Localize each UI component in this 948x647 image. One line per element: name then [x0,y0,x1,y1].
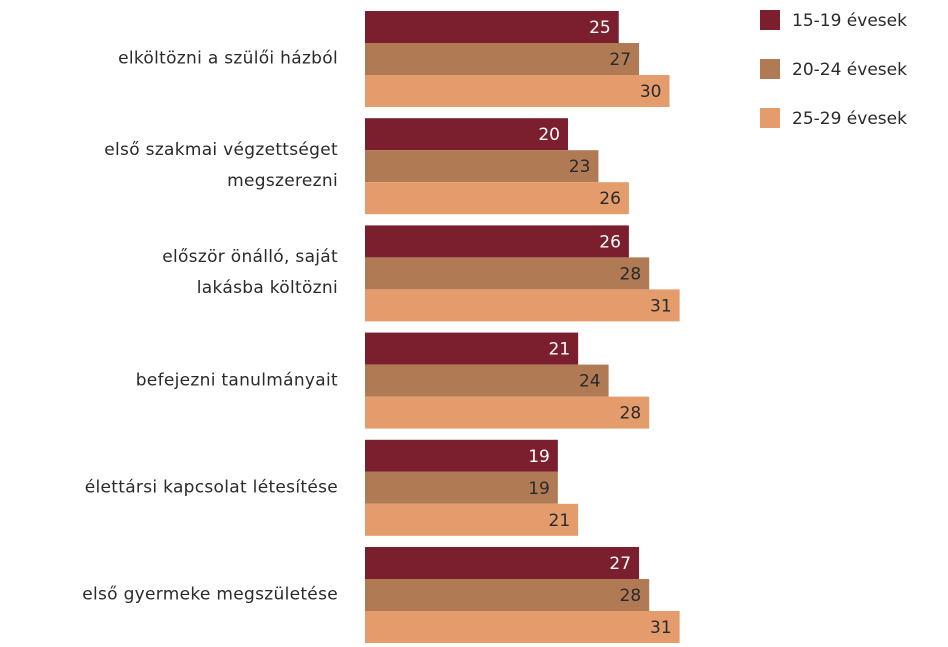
bar-value-label: 28 [620,264,642,284]
bar [365,150,599,183]
bar-value-label: 27 [609,50,631,70]
category-label: élettársi kapcsolat létesítése [84,477,338,498]
bar-value-label: 21 [549,340,571,360]
bar-value-label: 26 [599,232,621,252]
bar-value-label: 27 [609,554,631,574]
category-label: első gyermeke megszületése [82,584,338,605]
bar [365,579,650,611]
bar-value-label: 23 [569,157,591,177]
bar [365,289,680,322]
bar-value-label: 31 [650,618,672,638]
bar [365,611,680,643]
bar-value-label: 21 [549,511,571,531]
bar-value-label: 28 [620,586,642,606]
bar [365,43,640,75]
bar-value-label: 26 [599,189,621,209]
category-label: befejezni tanulmányait [135,370,338,391]
bar [365,396,650,429]
legend-swatch [760,10,780,30]
legend-label: 25-29 évesek [792,109,907,129]
legend-label: 15-19 évesek [792,11,907,31]
bar [365,364,609,397]
bar [365,547,640,579]
legend-swatch [760,108,780,128]
bar-value-label: 31 [650,296,672,316]
bar [365,439,558,472]
bar [365,332,579,365]
category-label: elköltözni a szülői házból [118,48,338,69]
bar [365,182,629,215]
category-label: első szakmai végzettséget megszerezni [104,140,338,192]
bar [365,225,629,258]
bar [365,471,558,504]
bar [365,11,619,43]
bar [365,503,579,536]
category-label: először önálló, saját lakásba költözni [162,247,338,299]
legend-label: 20-24 évesek [792,60,907,80]
bar-value-label: 19 [528,447,550,467]
bar-value-label: 24 [579,372,601,392]
bar-value-label: 28 [620,404,642,424]
bar [365,75,670,107]
bar [365,118,568,151]
bar-value-label: 20 [538,125,560,145]
legend-swatch [760,59,780,79]
bar-value-label: 25 [589,18,611,38]
bar-value-label: 30 [640,82,662,102]
bar-value-label: 19 [528,479,550,499]
bar [365,257,650,290]
